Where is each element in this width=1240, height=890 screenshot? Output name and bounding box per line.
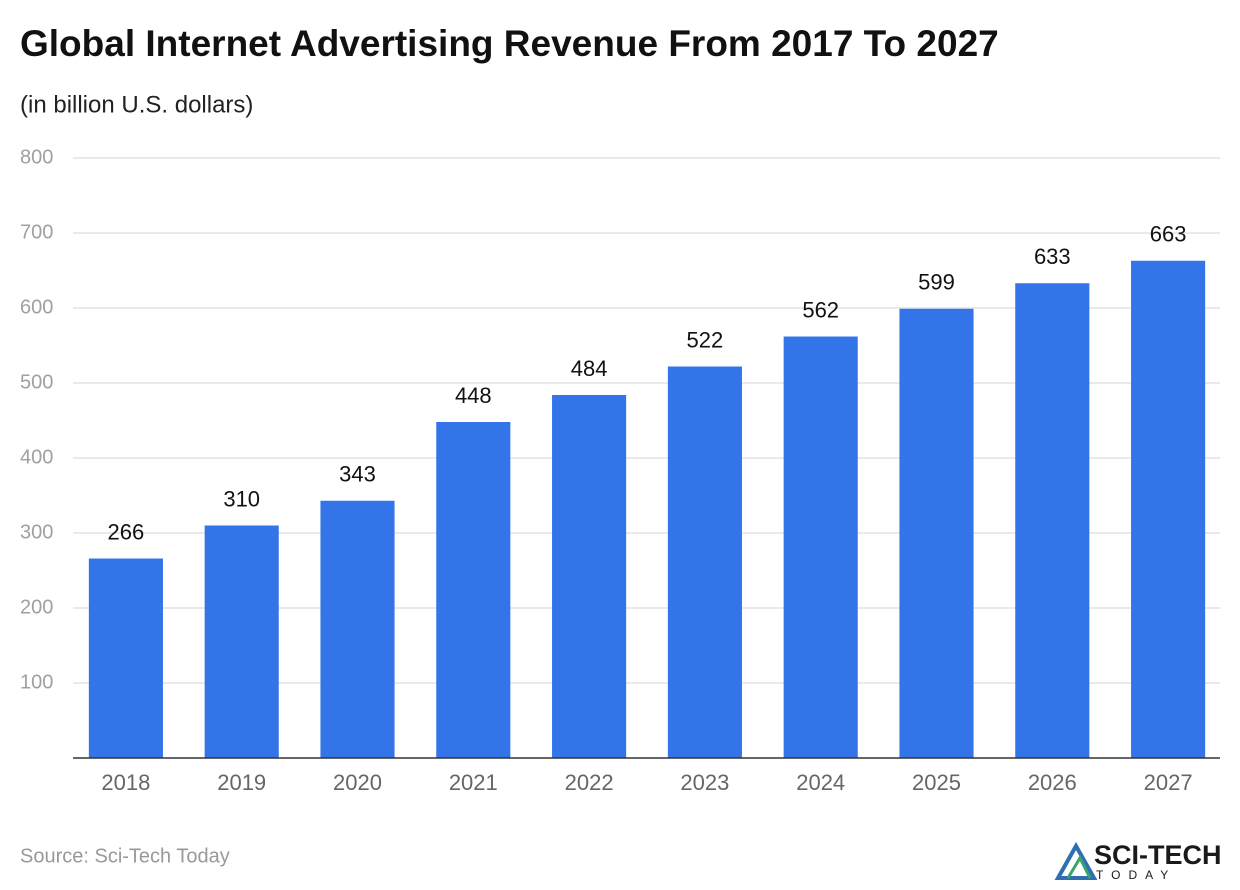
bar xyxy=(436,422,511,758)
x-tick-label: 2025 xyxy=(912,770,961,795)
logo-icon xyxy=(1066,854,1092,879)
bar xyxy=(667,366,742,758)
value-label: 599 xyxy=(918,270,955,295)
chart-title: Global Internet Advertising Revenue From… xyxy=(20,23,999,64)
y-tick-label: 600 xyxy=(20,296,53,318)
x-tick-label: 2020 xyxy=(333,770,382,795)
bar xyxy=(552,395,627,758)
source: Source: Sci-Tech Today xyxy=(20,845,230,867)
x-tick-label: 2022 xyxy=(565,770,614,795)
x-tick-label: 2023 xyxy=(680,770,729,795)
bar xyxy=(783,336,858,758)
x-tick-label: 2024 xyxy=(796,770,845,795)
x-tick-label: 2026 xyxy=(1028,770,1077,795)
bar xyxy=(1131,260,1206,758)
x-tick-label: 2019 xyxy=(217,770,266,795)
logo-icon xyxy=(1054,841,1098,880)
value-label: 448 xyxy=(455,383,492,408)
y-tick-label: 800 xyxy=(20,146,53,168)
y-tick-label: 100 xyxy=(20,671,53,693)
value-label: 663 xyxy=(1150,222,1187,247)
logo: SCI-TECH TODAY xyxy=(1054,840,1222,882)
value-label: 266 xyxy=(108,519,145,544)
bar xyxy=(320,500,395,758)
logo-tagline: TODAY xyxy=(1096,868,1176,882)
bar xyxy=(204,525,279,758)
y-tick-label: 400 xyxy=(20,446,53,468)
y-tick-label: 200 xyxy=(20,596,53,618)
y-tick-label: 700 xyxy=(20,221,53,243)
bar xyxy=(899,308,974,758)
value-label: 310 xyxy=(223,486,260,511)
bar xyxy=(88,558,163,758)
x-tick-label: 2018 xyxy=(101,770,150,795)
logo-name: SCI-TECH xyxy=(1094,840,1222,870)
x-tick-label: 2021 xyxy=(449,770,498,795)
value-label: 633 xyxy=(1034,244,1071,269)
bar xyxy=(1015,283,1090,758)
value-label: 343 xyxy=(339,462,376,487)
x-tick-label: 2027 xyxy=(1144,770,1193,795)
y-tick-label: 300 xyxy=(20,521,53,543)
chart-subtitle: (in billion U.S. dollars) xyxy=(20,91,253,118)
value-label: 522 xyxy=(687,327,724,352)
value-label: 562 xyxy=(802,297,839,322)
value-label: 484 xyxy=(571,356,608,381)
y-tick-label: 500 xyxy=(20,371,53,393)
